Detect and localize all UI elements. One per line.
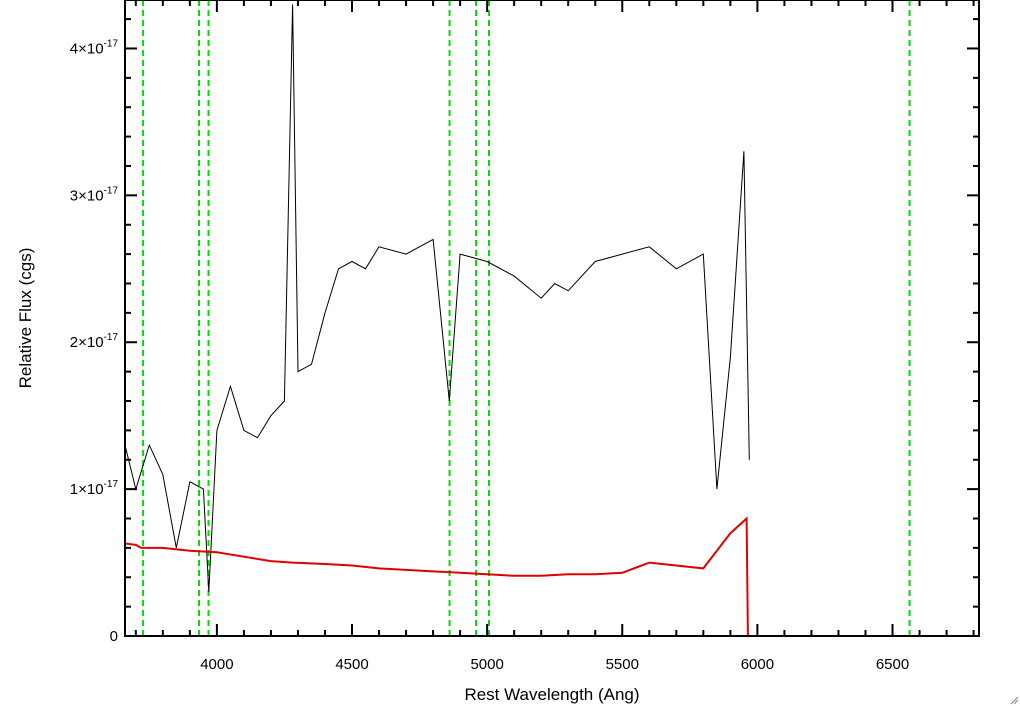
x-tick-label: 6500: [876, 656, 909, 673]
y-tick-label: 1×10-17: [70, 479, 119, 498]
y-tick-label: 4×10-17: [70, 38, 119, 57]
reference-lines: [142, 0, 911, 636]
tick-labels: 4000 4500 5000 5500 6000 6500 0 1×10-17 2×10-17 3…: [70, 38, 909, 673]
y-axis-title: Relative Flux (cgs): [16, 248, 35, 389]
axis-ticks: [125, 0, 979, 637]
series-layer: [124, 4, 979, 637]
resize-grip-icon: [1010, 696, 1019, 705]
plot-frame: [124, 0, 980, 637]
y-tick-label: 2×10-17: [70, 332, 119, 351]
series-line-0: [124, 4, 750, 592]
x-tick-label: 4000: [200, 656, 233, 673]
series-line-1: [124, 516, 979, 637]
y-tick-label: 0: [110, 628, 118, 645]
x-tick-label: 4500: [335, 656, 368, 673]
x-tick-label: 5000: [470, 656, 503, 673]
x-axis-title: Rest Wavelength (Ang): [464, 685, 639, 704]
x-tick-label: 5500: [606, 656, 639, 673]
y-tick-label: 3×10-17: [70, 185, 119, 204]
x-tick-label: 6000: [741, 656, 774, 673]
